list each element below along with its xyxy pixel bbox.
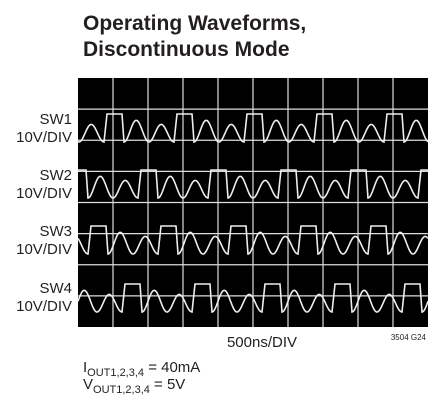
- symbol: V: [83, 376, 93, 393]
- channel-name: SW2: [39, 167, 72, 184]
- channel-name: SW4: [39, 280, 72, 297]
- channel-scale: 10V/DIV: [16, 298, 72, 315]
- channel-name: SW3: [39, 223, 72, 240]
- subscript: OUT1,2,3,4: [93, 384, 150, 396]
- channel-scale: 10V/DIV: [16, 185, 72, 202]
- subscript: OUT1,2,3,4: [87, 367, 144, 379]
- channel-scale: 10V/DIV: [16, 129, 72, 146]
- figure-id: 3504 G24: [391, 333, 427, 342]
- x-axis-label: 500ns/DIV: [227, 334, 297, 351]
- condition-value: = 40mA: [144, 359, 200, 376]
- condition: VOUT1,2,3,4 = 5V: [83, 376, 185, 396]
- title-line: Operating Waveforms,: [83, 12, 306, 35]
- title-line: Discontinuous Mode: [83, 38, 290, 61]
- channel-name: SW1: [39, 111, 72, 128]
- condition-value: = 5V: [150, 376, 185, 393]
- figure: Operating Waveforms, Discontinuous Mode …: [0, 0, 430, 403]
- channel-scale: 10V/DIV: [16, 241, 72, 258]
